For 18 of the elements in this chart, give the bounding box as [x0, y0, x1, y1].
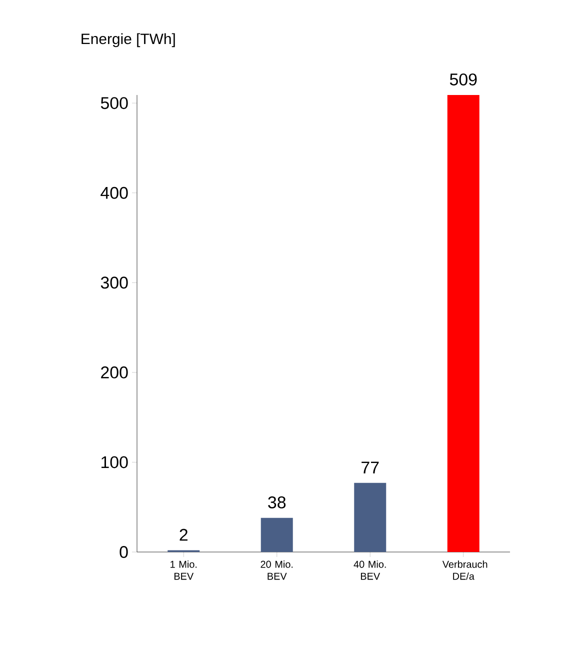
bar: [447, 94, 480, 552]
y-tick-label: 0: [120, 546, 128, 558]
y-tick-label: 100: [102, 456, 128, 468]
data-label: 38: [268, 496, 286, 508]
x-tick-label: 1 Mio. BEV: [170, 560, 197, 580]
data-label: 2: [180, 528, 188, 541]
data-label: 509: [450, 73, 477, 86]
bar: [354, 482, 386, 552]
y-tick-label: 300: [100, 276, 128, 289]
data-label: 77: [362, 462, 379, 474]
y-tick-label: 400: [100, 186, 128, 199]
bar: [260, 518, 293, 552]
x-tick-label: 20 Mio. BEV: [260, 560, 293, 580]
y-tick-label: 200: [101, 366, 128, 378]
y-tick-label: 500: [100, 97, 128, 110]
x-tick-label: Verbrauch DE/a: [442, 560, 488, 580]
x-tick-label: 40 Mio. BEV: [354, 560, 386, 580]
y-axis-title: Energie [TWh]: [82, 33, 175, 48]
